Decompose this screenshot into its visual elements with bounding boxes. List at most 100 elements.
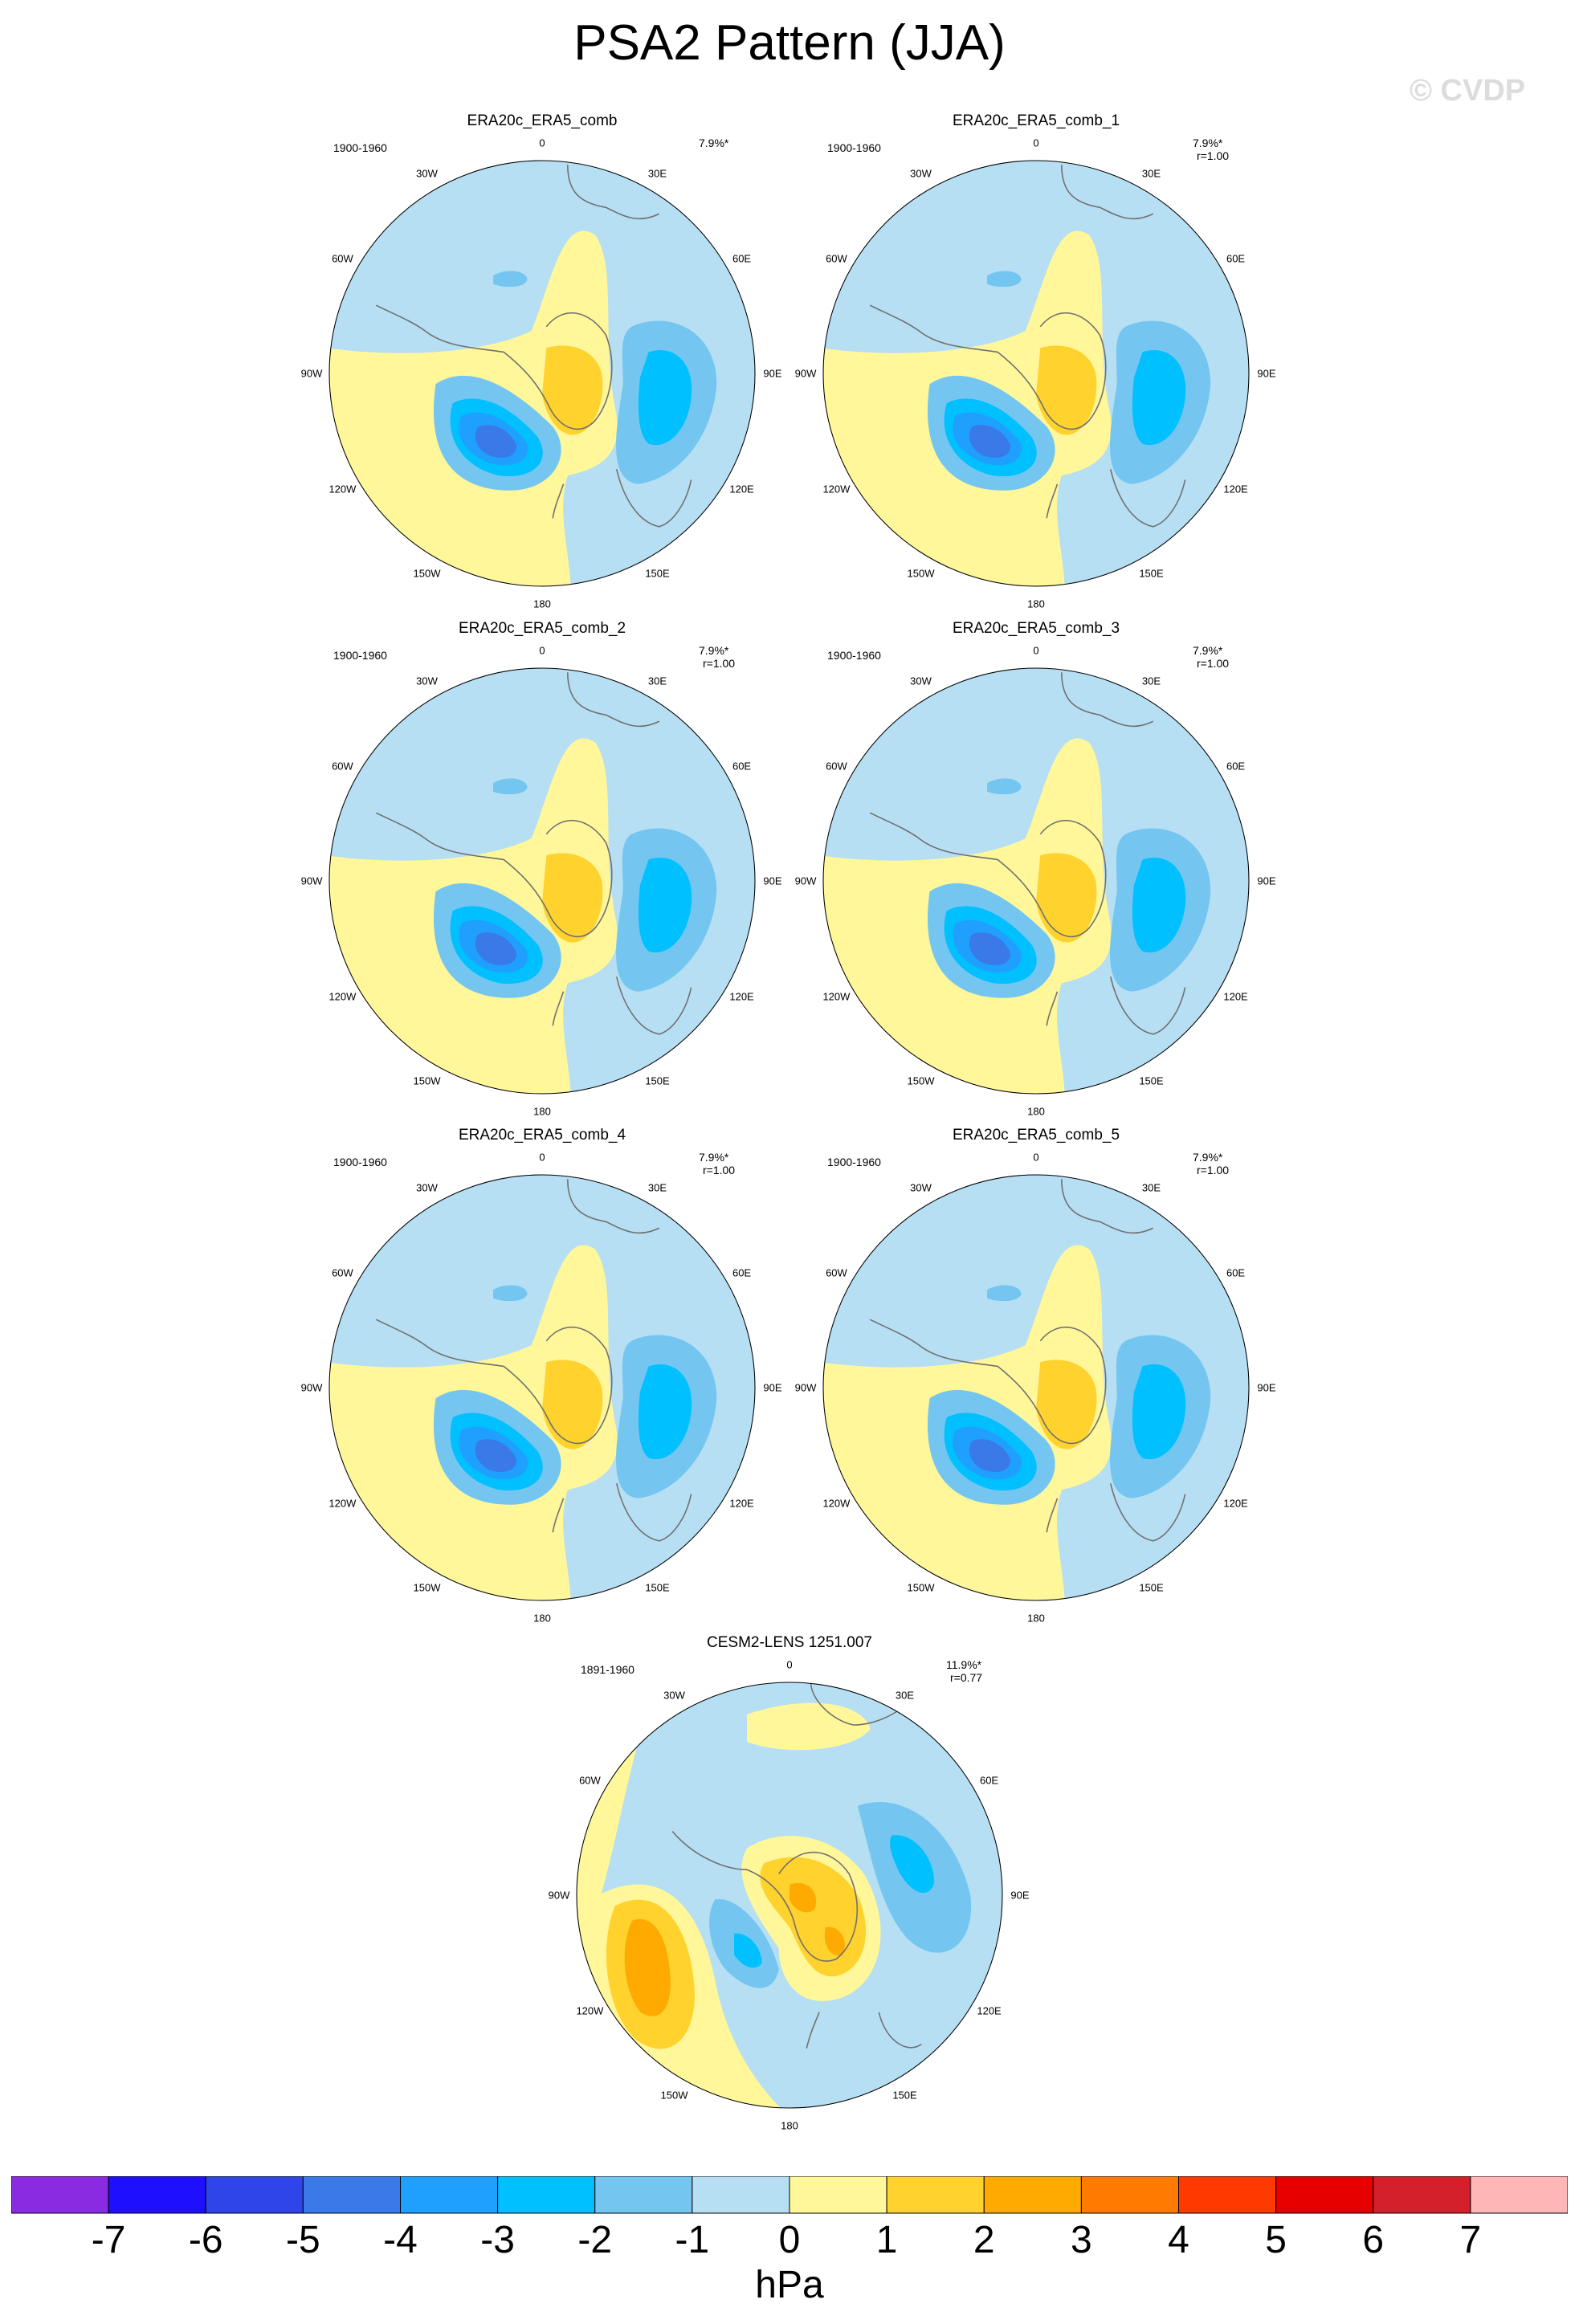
longitude-label: 150W bbox=[907, 567, 935, 580]
longitude-label: 90W bbox=[794, 1381, 817, 1394]
panel-years: 1900-1960 bbox=[827, 1156, 881, 1168]
map-border bbox=[328, 667, 756, 1095]
longitude-label: 120E bbox=[729, 483, 754, 495]
longitude-label: 60W bbox=[332, 760, 353, 772]
longitude-label: 90E bbox=[1257, 875, 1276, 887]
contour-region bbox=[969, 932, 1011, 966]
contour-region bbox=[734, 1933, 762, 1968]
longitude-label: 150W bbox=[907, 1074, 935, 1087]
longitude-label: 0 bbox=[786, 1658, 793, 1671]
coastline bbox=[567, 165, 660, 220]
longitude-label: 150E bbox=[1139, 1074, 1164, 1087]
polar-map bbox=[822, 1174, 1250, 1601]
longitude-label: 120E bbox=[729, 1497, 754, 1509]
longitude-label: 90E bbox=[763, 1381, 782, 1394]
contour-region bbox=[493, 1285, 528, 1302]
coastline bbox=[671, 1830, 859, 1962]
longitude-label: 30W bbox=[416, 675, 438, 687]
map-border bbox=[328, 160, 756, 587]
colorbar-tick-label: -4 bbox=[383, 2219, 418, 2261]
panel-years: 1900-1960 bbox=[333, 141, 387, 154]
polar-map bbox=[576, 1682, 1003, 2109]
longitude-label: 60W bbox=[579, 1774, 601, 1786]
longitude-label: 120W bbox=[576, 2004, 604, 2016]
longitude-label: 120W bbox=[822, 1497, 851, 1509]
longitude-label: 120E bbox=[1223, 1497, 1248, 1509]
longitude-label: 30E bbox=[647, 167, 667, 180]
longitude-label: 120E bbox=[977, 2004, 1002, 2016]
longitude-label: 180 bbox=[533, 597, 551, 610]
contour-region bbox=[475, 425, 517, 459]
longitude-label: 120W bbox=[822, 483, 851, 495]
contour-region bbox=[987, 271, 1022, 287]
colorbar-tick-label: 3 bbox=[1071, 2219, 1092, 2261]
panel-years: 1900-1960 bbox=[827, 141, 881, 154]
longitude-label: 60W bbox=[826, 1266, 847, 1278]
contour-region bbox=[1036, 1360, 1097, 1449]
contour-region bbox=[987, 1285, 1022, 1302]
panel-pattern-correlation: r=0.77 bbox=[950, 1671, 983, 1684]
colorbar-segment bbox=[11, 2176, 109, 2214]
coastline bbox=[1046, 991, 1059, 1026]
longitude-label: 180 bbox=[533, 1612, 551, 1625]
contour-region bbox=[542, 345, 603, 435]
panel-pattern-correlation: r=1.00 bbox=[1197, 149, 1230, 162]
longitude-label: 180 bbox=[1027, 1105, 1045, 1118]
colorbar-segment bbox=[1080, 2176, 1179, 2214]
contour-region bbox=[1036, 853, 1097, 943]
coastline bbox=[1109, 976, 1186, 1035]
longitude-label: 30E bbox=[1141, 1181, 1161, 1194]
colorbar-tick-label: -2 bbox=[577, 2219, 613, 2261]
coastline bbox=[375, 304, 613, 430]
panel-percent-variance: 7.9%* bbox=[699, 137, 729, 149]
longitude-label: 30E bbox=[647, 675, 667, 687]
colorbar-tick-label: -6 bbox=[188, 2219, 223, 2261]
colorbar-tick-label: -5 bbox=[286, 2219, 320, 2261]
longitude-label: 30W bbox=[910, 675, 932, 687]
longitude-label: 90E bbox=[763, 875, 782, 887]
longitude-label: 90W bbox=[794, 367, 817, 380]
map-border bbox=[822, 160, 1250, 587]
contour-region bbox=[493, 271, 528, 287]
panel-title: ERA20c_ERA5_comb_3 bbox=[952, 620, 1120, 637]
colorbar-segment bbox=[886, 2176, 985, 2214]
colorbar-segment bbox=[692, 2176, 790, 2214]
longitude-label: 180 bbox=[1027, 1612, 1045, 1625]
panel-years: 1900-1960 bbox=[827, 649, 881, 662]
longitude-label: 90W bbox=[300, 1381, 323, 1394]
longitude-label: 150E bbox=[892, 2089, 917, 2102]
longitude-label: 150W bbox=[413, 567, 441, 580]
longitude-label: 150E bbox=[645, 1581, 670, 1594]
polar-map bbox=[822, 667, 1250, 1095]
polar-map bbox=[328, 1174, 756, 1601]
map-border bbox=[822, 1174, 1250, 1601]
longitude-label: 30E bbox=[1141, 167, 1161, 180]
contour-region bbox=[747, 1702, 871, 1751]
map-border bbox=[822, 667, 1250, 1095]
colorbar-segment bbox=[789, 2176, 887, 2214]
colorbar-segment bbox=[108, 2176, 206, 2214]
panel-pattern-correlation: r=1.00 bbox=[1197, 657, 1230, 670]
coastline bbox=[615, 469, 692, 528]
contour-region bbox=[493, 778, 528, 795]
coastline bbox=[1046, 1498, 1059, 1533]
contour-region bbox=[969, 1439, 1011, 1473]
longitude-label: 60W bbox=[826, 760, 847, 772]
contour-region bbox=[1132, 1364, 1186, 1460]
longitude-label: 0 bbox=[539, 137, 545, 149]
coastline bbox=[1061, 165, 1154, 220]
colorbar bbox=[11, 2176, 1568, 2214]
coastline bbox=[615, 1483, 692, 1542]
colorbar-units: hPa bbox=[755, 2264, 824, 2306]
contour-region bbox=[890, 1835, 935, 1894]
coastline bbox=[1109, 1483, 1186, 1542]
colorbar-tick-label: -1 bbox=[675, 2219, 710, 2261]
panel-title: ERA20c_ERA5_comb_5 bbox=[952, 1127, 1120, 1144]
longitude-label: 60E bbox=[1226, 760, 1246, 772]
panel-title: CESM2-LENS 1251.007 bbox=[707, 1634, 872, 1651]
coastline bbox=[869, 304, 1107, 430]
colorbar-tick-label: 0 bbox=[778, 2219, 801, 2261]
longitude-label: 60W bbox=[332, 252, 353, 264]
contour-region bbox=[542, 1360, 603, 1449]
panel-title: ERA20c_ERA5_comb_4 bbox=[458, 1127, 626, 1144]
